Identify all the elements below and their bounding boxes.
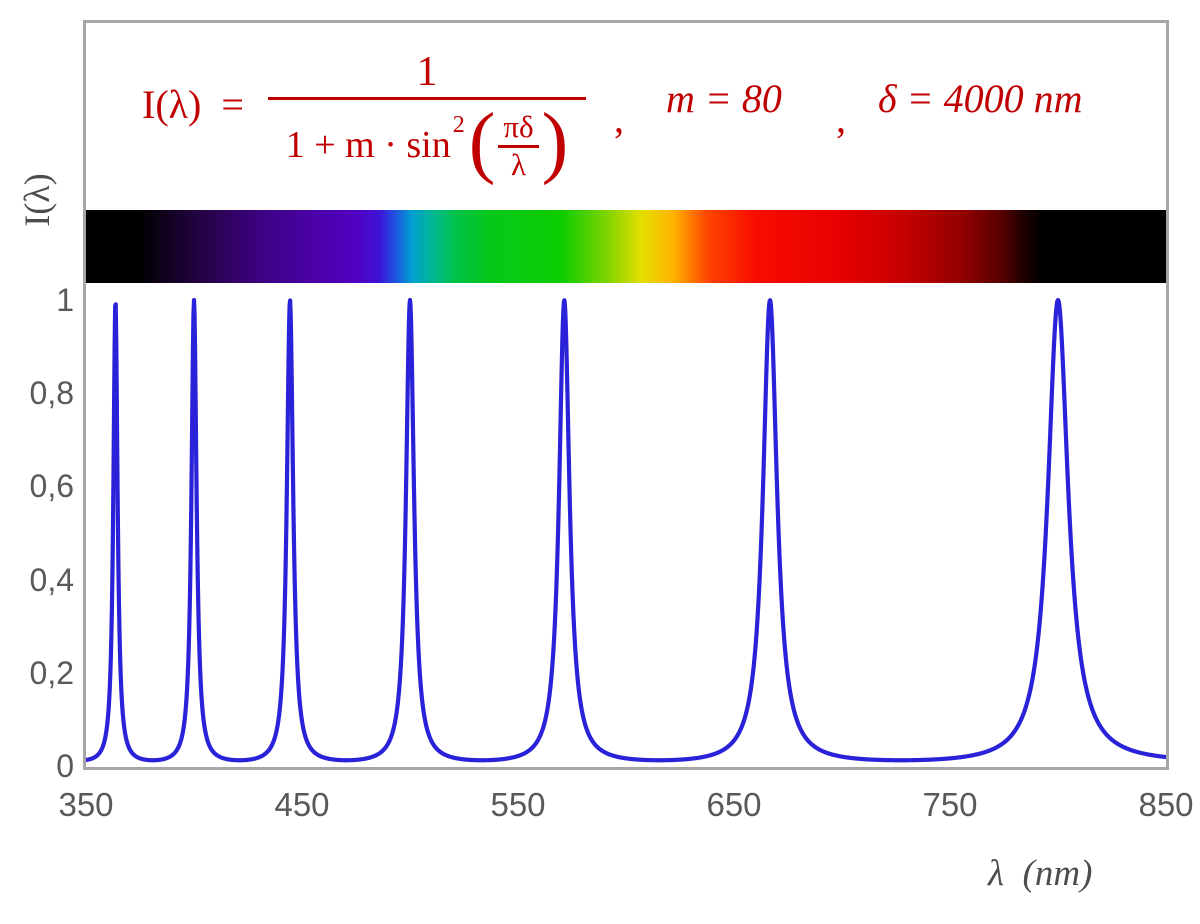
x-tick-label: 650 bbox=[706, 786, 762, 823]
inner-denominator: λ bbox=[510, 146, 526, 182]
y-tick-label: 0,8 bbox=[29, 375, 74, 412]
formula-comma: , bbox=[614, 96, 624, 141]
delta-parameter: δ = 4000 nm bbox=[878, 76, 1083, 121]
y-tick-label: 0,4 bbox=[29, 561, 74, 598]
formula-denominator: 1 + m · sin 2 ( πδ λ ) bbox=[285, 98, 569, 186]
x-axis-title: λ (nm) bbox=[988, 853, 1093, 894]
intensity-curve-plot bbox=[86, 297, 1166, 763]
formula-numerator: 1 bbox=[416, 49, 438, 95]
y-axis-title: I(λ) bbox=[17, 173, 57, 227]
x-tick-label: 450 bbox=[274, 786, 330, 823]
plot-frame: I(λ) = 1 1 + m · sin 2 ( πδ λ ) , m = 80 … bbox=[83, 20, 1169, 770]
airy-function-curve bbox=[86, 297, 1166, 763]
sin-exponent: 2 bbox=[452, 112, 465, 138]
x-tick-label: 550 bbox=[490, 786, 546, 823]
fraction-bar bbox=[268, 97, 586, 100]
m-parameter: m = 80 bbox=[666, 76, 782, 121]
y-tick-label: 0 bbox=[56, 748, 74, 784]
denominator-text: 1 + m · sin bbox=[285, 124, 451, 166]
y-tick-label: 1 bbox=[56, 282, 74, 318]
y-tick-label: 0,2 bbox=[29, 654, 74, 691]
x-tick-label: 350 bbox=[58, 786, 114, 823]
visible-spectrum-strip bbox=[86, 210, 1166, 283]
formula-comma: , bbox=[836, 96, 846, 141]
x-tick-label: 750 bbox=[922, 786, 978, 823]
inner-numerator: πδ bbox=[498, 109, 539, 148]
x-tick-label: 850 bbox=[1138, 786, 1194, 823]
formula-lhs: I(λ) = bbox=[142, 82, 244, 127]
inner-fraction: πδ λ bbox=[498, 109, 539, 182]
formula: I(λ) = 1 1 + m · sin 2 ( πδ λ ) , m = 80 … bbox=[86, 23, 1166, 223]
formula-fraction: 1 1 + m · sin 2 ( πδ λ ) bbox=[268, 48, 586, 186]
y-tick-label: 0,6 bbox=[29, 468, 74, 505]
